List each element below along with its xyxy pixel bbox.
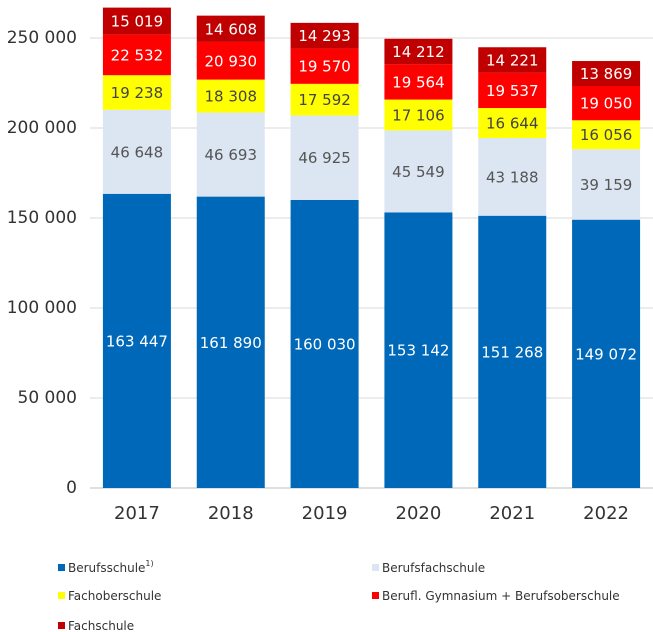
legend-swatch (372, 564, 379, 571)
bar-segment (290, 199, 359, 489)
x-tick-label: 2022 (583, 503, 629, 524)
bar-segment (290, 22, 359, 49)
legend-label: Berufl. Gymnasium + Berufsoberschule (382, 589, 620, 603)
data-label: 160 030 (294, 335, 356, 353)
bar-segment (572, 85, 641, 121)
bar-segment (384, 130, 453, 213)
data-label: 19 238 (111, 84, 164, 102)
legend-name: Fachoberschule (68, 589, 161, 603)
data-label: 19 570 (298, 58, 351, 76)
bar-segment (196, 79, 265, 113)
y-tick-label: 100 000 (7, 298, 77, 318)
data-label: 46 648 (111, 143, 164, 161)
data-label: 14 608 (205, 20, 258, 38)
bar-segment (196, 112, 265, 197)
bar-segment (572, 219, 641, 488)
data-label: 14 212 (392, 43, 445, 61)
bar-segment (102, 109, 171, 194)
data-label: 19 537 (486, 82, 539, 100)
bar-segment (384, 212, 453, 488)
bar-segment (102, 7, 171, 35)
bar-segment (196, 41, 265, 80)
data-label: 18 308 (205, 88, 258, 106)
legend-swatch (58, 564, 65, 571)
bar-segment (384, 99, 453, 131)
y-tick-label: 250 000 (7, 28, 77, 48)
x-tick-label: 2017 (114, 503, 160, 524)
data-label: 161 890 (200, 334, 262, 352)
data-label: 19 050 (580, 95, 633, 113)
legend-swatch (58, 622, 65, 629)
bar-segment (102, 193, 171, 488)
bar-segment (478, 137, 547, 216)
bar-segment (478, 47, 547, 73)
bar-segment (290, 83, 359, 116)
legend-name: Berufsschule (68, 561, 145, 575)
x-tick-label: 2020 (396, 503, 442, 524)
bar-segment (384, 38, 453, 65)
data-label: 19 564 (392, 73, 445, 91)
bar-segment (102, 34, 171, 76)
bar-segment (196, 15, 265, 42)
data-label: 20 930 (205, 52, 258, 70)
bar-segment (572, 149, 641, 220)
legend-swatch (58, 592, 65, 599)
bar-segment (478, 108, 547, 138)
bar-segment (478, 72, 547, 109)
x-tick-label: 2018 (208, 503, 254, 524)
data-label: 46 693 (205, 146, 258, 164)
y-tick-label: 50 000 (18, 388, 77, 408)
data-label: 39 159 (580, 176, 633, 194)
y-tick-label: 150 000 (7, 208, 77, 228)
legend-superscript: 1) (145, 559, 153, 568)
data-label: 14 221 (486, 52, 539, 70)
legend-label: Berufsschule1) (68, 559, 154, 575)
data-label: 14 293 (298, 27, 351, 45)
bar-segment (196, 196, 265, 488)
legend-label: Fachschule (68, 619, 134, 632)
data-label: 13 869 (580, 65, 633, 83)
data-label: 163 447 (106, 332, 168, 350)
x-tick-label: 2021 (489, 503, 535, 524)
legend-name: Berufl. Gymnasium + Berufsoberschule (382, 589, 620, 603)
data-label: 15 019 (111, 13, 164, 31)
y-tick-label: 0 (66, 478, 77, 498)
bar-segment (478, 215, 547, 489)
legend-label: Berufsfachschule (382, 561, 485, 575)
bar-segment (572, 61, 641, 86)
legend-name: Fachschule (68, 619, 134, 632)
data-label: 17 592 (298, 91, 351, 109)
bar-segment (384, 64, 453, 100)
x-tick-label: 2019 (302, 503, 348, 524)
bar-segment (290, 115, 359, 200)
bar-segment (290, 48, 359, 84)
bar-segment (572, 120, 641, 150)
data-label: 16 056 (580, 126, 633, 144)
data-label: 149 072 (575, 345, 637, 363)
legend-label: Fachoberschule (68, 589, 161, 603)
y-tick-label: 200 000 (7, 118, 77, 138)
data-label: 43 188 (486, 168, 539, 186)
data-label: 22 532 (111, 46, 164, 64)
data-label: 17 106 (392, 106, 445, 124)
bar-segment (102, 75, 171, 110)
data-label: 45 549 (392, 163, 445, 181)
legend-name: Berufsfachschule (382, 561, 485, 575)
legend-swatch (372, 592, 379, 599)
data-label: 46 925 (298, 149, 351, 167)
data-label: 16 644 (486, 114, 539, 132)
data-label: 153 142 (387, 342, 449, 360)
data-label: 151 268 (481, 343, 543, 361)
